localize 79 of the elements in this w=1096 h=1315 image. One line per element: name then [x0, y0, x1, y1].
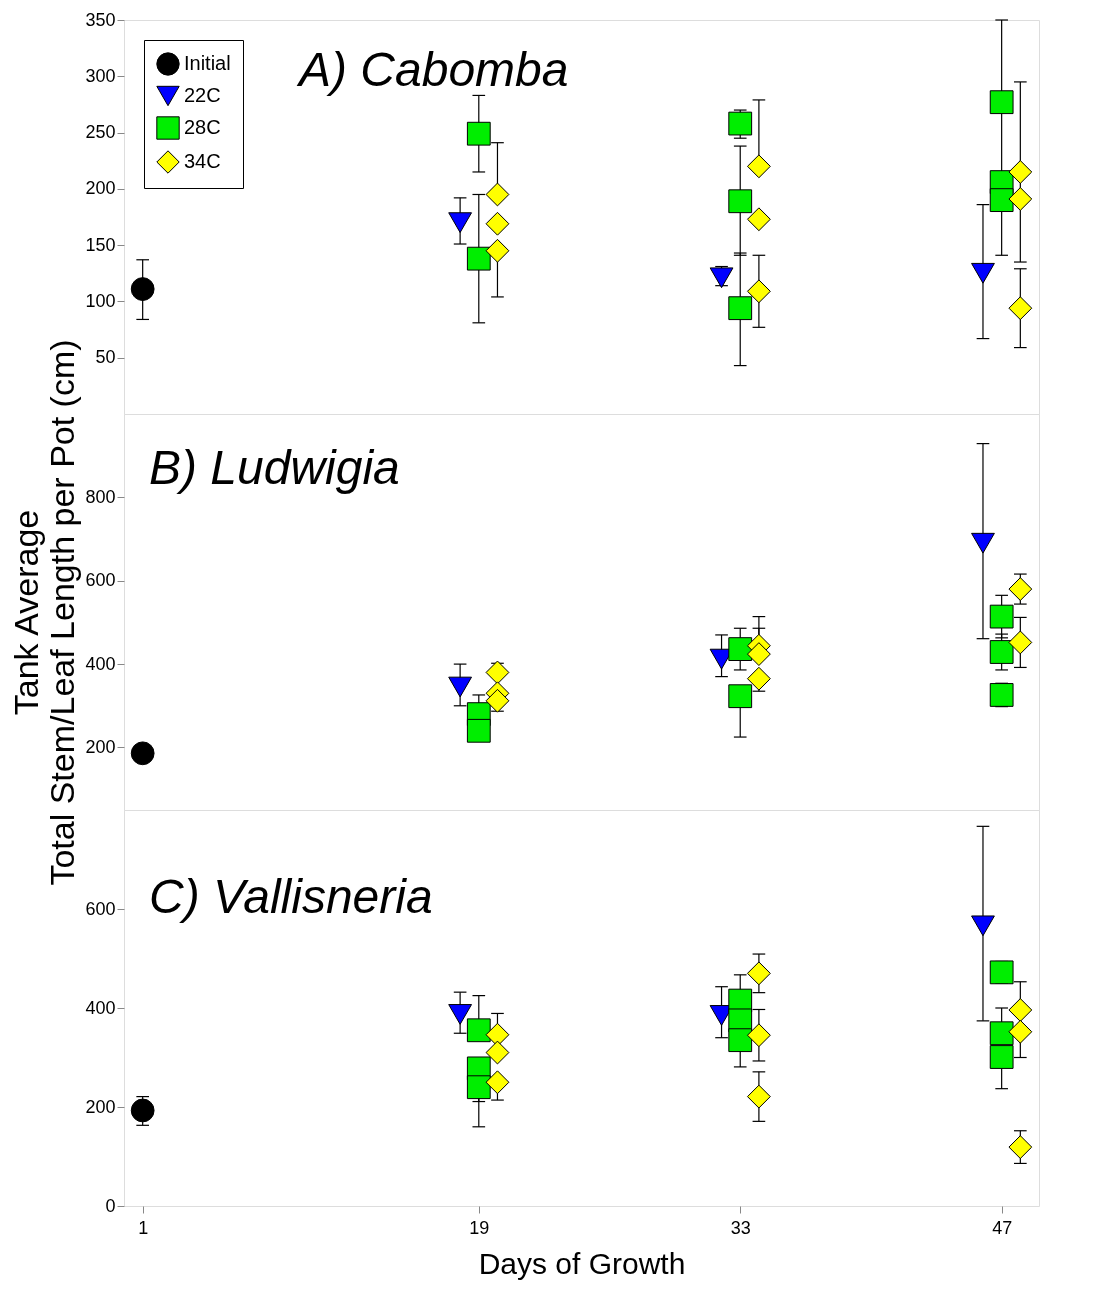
point — [130, 741, 155, 766]
point — [485, 660, 510, 685]
y-tick-label: 200 — [85, 178, 116, 199]
point — [130, 1098, 155, 1123]
y-tick-label: 600 — [85, 570, 116, 591]
point — [485, 688, 510, 713]
y-tick-label: 200 — [85, 736, 116, 757]
point — [1008, 1019, 1033, 1044]
point — [485, 1040, 510, 1065]
point — [709, 267, 734, 289]
point — [1008, 296, 1033, 321]
y-tick-label: 200 — [85, 1096, 116, 1117]
point — [747, 154, 771, 179]
x-tick-label: 47 — [992, 1217, 1013, 1238]
point — [728, 296, 753, 321]
point — [728, 1028, 753, 1053]
point — [989, 640, 1014, 664]
point — [448, 212, 473, 233]
y-tick-label: 800 — [85, 486, 116, 507]
point — [466, 1018, 491, 1043]
y-tick-label: 400 — [85, 997, 116, 1018]
point — [466, 1075, 491, 1100]
y-tick-label: 250 — [85, 122, 116, 143]
point — [747, 1023, 771, 1048]
y-tick-label: 100 — [85, 290, 116, 311]
point — [466, 246, 491, 271]
point — [989, 604, 1014, 629]
x-axis-title: Days of Growth — [478, 1246, 686, 1280]
y-tick-label: 300 — [85, 65, 116, 86]
x-tick-label: 19 — [469, 1217, 490, 1238]
point — [485, 238, 510, 263]
point — [485, 211, 510, 236]
point — [971, 262, 995, 284]
point — [728, 111, 753, 136]
point — [747, 961, 771, 986]
point — [747, 642, 771, 666]
x-tick-label: 1 — [138, 1217, 149, 1238]
text: B) Ludwigia — [149, 441, 400, 494]
point — [989, 683, 1014, 707]
y-tick-label: 600 — [85, 898, 116, 919]
point — [466, 121, 491, 146]
y-tick-label: 0 — [105, 1195, 116, 1216]
point — [485, 1070, 510, 1095]
text: C) Vallisneria — [149, 870, 433, 923]
legend-label: 22C — [184, 84, 221, 106]
y-tick-label: 50 — [95, 347, 116, 368]
point — [747, 666, 771, 691]
y-tick-label: 150 — [85, 234, 116, 255]
y-tick-label: 400 — [85, 653, 116, 674]
y-tick-label: 350 — [85, 9, 116, 30]
point — [1008, 998, 1033, 1022]
point — [1008, 187, 1033, 211]
point — [728, 189, 753, 214]
y-axis-title: Tank Average Total Stem/Leaf Length per Pot (cm) — [7, 339, 82, 886]
point — [971, 532, 995, 554]
point — [1008, 1135, 1033, 1159]
legend-label: 34C — [184, 150, 221, 172]
point — [989, 1045, 1014, 1069]
point — [747, 279, 771, 304]
point — [485, 182, 510, 207]
point — [448, 676, 473, 698]
point — [1008, 630, 1033, 655]
point — [989, 188, 1014, 213]
point — [747, 207, 771, 232]
point — [448, 1004, 473, 1025]
point — [989, 90, 1014, 115]
legend-label: Initial — [184, 52, 231, 74]
point — [971, 915, 995, 937]
point — [989, 1021, 1014, 1046]
point — [989, 960, 1014, 985]
point — [747, 1084, 771, 1109]
x-tick-label: 33 — [730, 1217, 751, 1238]
point — [1008, 160, 1033, 184]
text: A) Cabomba — [296, 43, 569, 96]
legend-label: 28C — [184, 116, 221, 138]
point — [466, 718, 491, 743]
point — [1008, 577, 1033, 601]
point — [728, 684, 753, 709]
point — [130, 277, 155, 301]
